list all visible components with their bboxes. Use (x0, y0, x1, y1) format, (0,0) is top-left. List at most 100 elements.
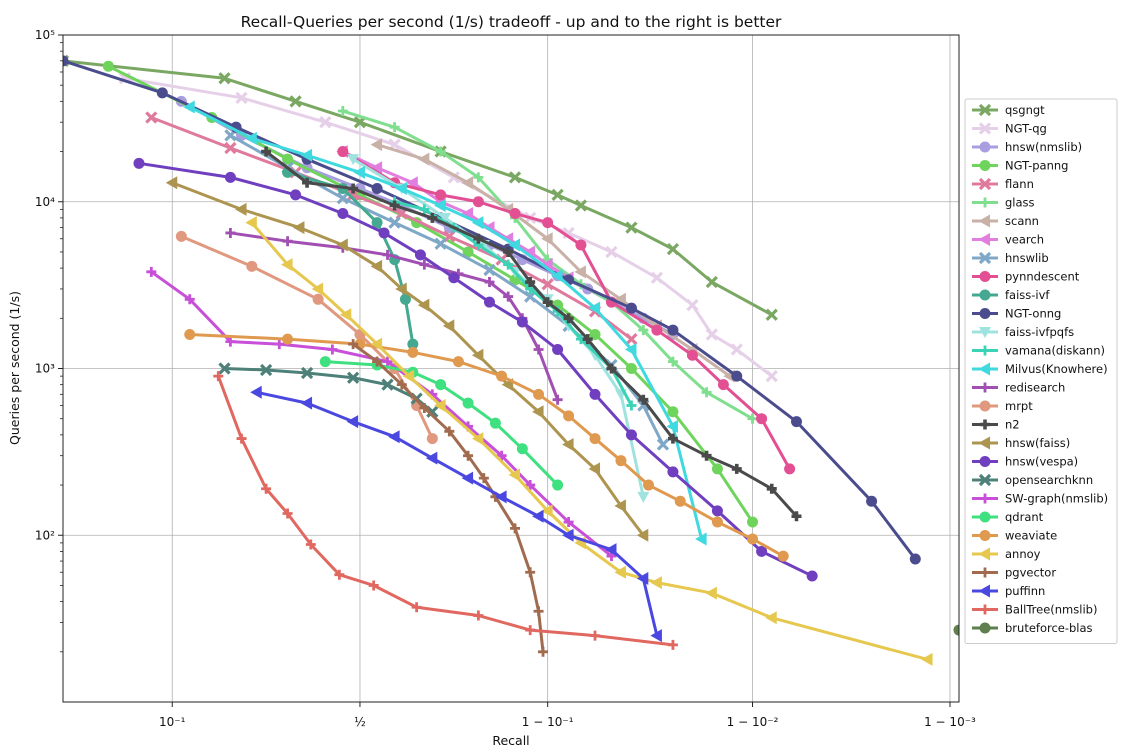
legend-label: faiss-ivf (1005, 288, 1050, 302)
data-point-glass (701, 387, 712, 398)
data-point-pynndescent (575, 239, 587, 251)
data-point-qsgngt (289, 95, 302, 108)
series-n2 (261, 146, 802, 522)
legend-item-scann: scann (972, 214, 1039, 228)
data-point-scann (574, 265, 586, 279)
data-point-milvus-knowhere (471, 216, 484, 230)
data-point-annoy (541, 504, 553, 518)
data-point-hnsw-vespa (806, 570, 818, 582)
data-point-hnswlib (388, 216, 401, 229)
data-point-weaviate (282, 333, 294, 345)
data-point-qsgngt (666, 242, 680, 256)
data-point-qsgngt (705, 275, 718, 289)
legend-swatch-marker (980, 419, 990, 430)
data-point-pynndescent (542, 217, 554, 229)
data-point-puffinn (388, 430, 400, 444)
data-point-glass (638, 325, 649, 336)
data-point-weaviate (615, 455, 627, 467)
legend-label: faiss-ivfpqfs (1005, 325, 1074, 339)
data-point-weaviate (674, 495, 686, 507)
data-point-mrpt (246, 260, 258, 272)
series-hnsw-vespa (133, 157, 818, 582)
data-point-balltree-nmslib (368, 580, 379, 591)
series-annoy (245, 216, 933, 666)
data-point-n2 (427, 212, 438, 223)
data-point-weaviate (496, 370, 508, 382)
data-point-pynndescent (717, 379, 729, 391)
data-point-milvus-knowhere (551, 269, 563, 283)
x-tick-label: 10⁻¹ (159, 715, 186, 729)
data-point-sw-graph-nmslib (525, 480, 536, 491)
legend-item-opensearchknn: opensearchknn (972, 473, 1093, 487)
legend-item-ngt-qg: NGT-qg (972, 122, 1047, 136)
legend-swatch-marker (978, 214, 990, 228)
data-point-hnsw-faiss (395, 282, 407, 296)
chart-title: Recall-Queries per second (1/s) tradeoff… (241, 13, 782, 31)
data-point-sw-graph-nmslib (382, 356, 393, 367)
data-point-vamana-diskann (419, 204, 430, 215)
data-point-pgvector (463, 450, 474, 461)
legend-item-hnswlib: hnswlib (972, 251, 1049, 265)
legend-swatch-marker (979, 308, 991, 319)
data-point-vearch (523, 245, 536, 259)
data-point-redisearch (282, 236, 293, 247)
data-point-hnsw-vespa (414, 249, 426, 261)
legend-swatch-marker (979, 400, 991, 412)
y-tick-label: 10⁵ (35, 28, 55, 42)
legend-swatch-marker (978, 251, 992, 265)
data-point-n2 (766, 483, 777, 494)
legend-item-weaviate: weaviate (972, 529, 1057, 543)
data-point-ngt-panng (711, 463, 723, 475)
data-point-ngt-qg (562, 226, 575, 240)
data-point-ngt-panng (102, 60, 114, 72)
data-point-pgvector (533, 606, 544, 617)
y-axis-label: Queries per second (1/s) (7, 291, 22, 445)
data-point-qdrant (489, 417, 501, 429)
data-point-annoy (402, 369, 415, 383)
data-point-annoy (765, 611, 777, 625)
legend-label: puffinn (1005, 584, 1045, 598)
data-point-weaviate (563, 410, 575, 422)
data-point-hnsw-faiss (471, 348, 484, 362)
legend-item-faiss-ivf: faiss-ivf (972, 288, 1050, 302)
legend-label: NGT-onng (1005, 307, 1061, 321)
legend-item-vearch: vearch (972, 233, 1044, 247)
data-point-ngt-panng (589, 328, 601, 340)
data-point-hnsw-faiss (165, 176, 178, 190)
series-line-n2 (265, 150, 798, 518)
data-point-redisearch (503, 291, 514, 302)
data-point-hnsw-faiss (370, 259, 383, 273)
data-point-vamana-diskann (626, 400, 637, 411)
data-point-ngt-qg (605, 245, 618, 259)
data-point-pgvector (396, 379, 407, 390)
legend-swatch-marker (980, 493, 990, 504)
x-tick-label: 1 − 10⁻² (727, 715, 779, 729)
series-line-scann (376, 143, 731, 378)
data-point-balltree-nmslib (473, 610, 484, 621)
data-point-annoy (245, 216, 257, 230)
data-point-hnsw-vespa (378, 227, 390, 239)
data-point-hnsw-faiss (292, 221, 305, 235)
data-point-flann (541, 278, 554, 291)
data-point-hnsw-faiss (417, 298, 430, 312)
data-point-pgvector (372, 356, 383, 367)
data-point-pynndescent (686, 349, 698, 361)
legend-item-ngt-panng: NGT-panng (972, 159, 1068, 173)
legend-label: scann (1005, 214, 1039, 228)
data-point-hnsw-vespa (756, 545, 768, 557)
legend-label: pynndescent (1005, 270, 1080, 284)
legend-item-pgvector: pgvector (972, 566, 1056, 580)
legend-box (964, 98, 1118, 644)
data-point-ngt-qg (319, 116, 332, 129)
data-point-ngt-onng (866, 495, 878, 507)
legend-swatch-marker (978, 122, 992, 135)
data-point-hnsw-faiss (336, 238, 348, 252)
data-point-qsgngt (625, 221, 638, 234)
legend-item-puffinn: puffinn (972, 584, 1045, 598)
data-point-pynndescent (651, 324, 663, 336)
data-point-redisearch (533, 344, 544, 355)
legend-swatch-marker (979, 289, 991, 301)
legend-label: SW-graph(nmslib) (1005, 492, 1108, 506)
